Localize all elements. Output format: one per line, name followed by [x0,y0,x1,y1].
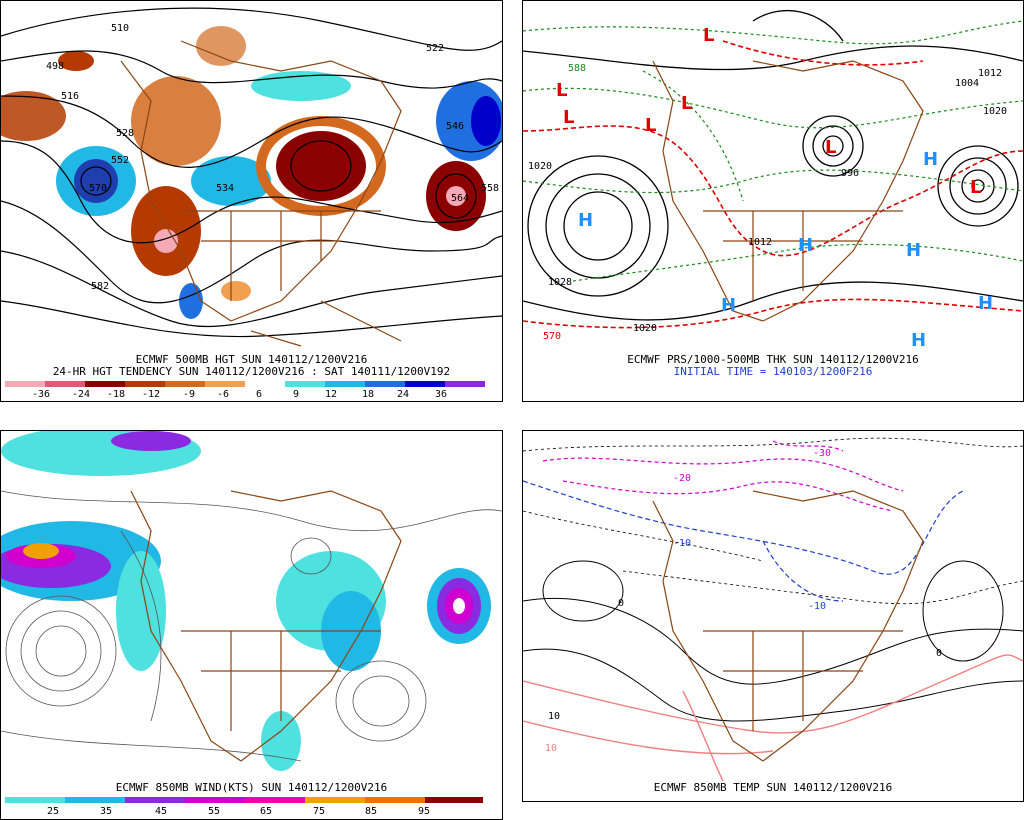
panel-500mb-height: ECMWF 500MB HGT SUN 140112/1200V216 24-H… [0,0,503,402]
tick-label: -6 [216,389,230,400]
high-pressure-marker: H [798,235,813,256]
low-pressure-marker: L [681,93,692,114]
tick-label: -36 [31,389,51,400]
high-pressure-marker: H [978,293,993,314]
thickness-label: 588 [568,63,586,74]
tick-label: -9 [182,389,196,400]
panel-title: ECMWF PRS/1000-500MB THK SUN 140112/1200… [627,353,919,366]
map-pressure: H H H H H H H L L L L L L L 1020 1028 10… [523,9,1023,351]
panel-pressure-thickness: H H H H H H H L L L L L L L 1020 1028 10… [522,0,1024,402]
isotherm-label: -10 [673,538,691,549]
panel-title: ECMWF 850MB TEMP SUN 140112/1200V216 [653,781,893,794]
tick-label: 25 [46,806,60,817]
high-pressure-marker: H [923,149,938,170]
isotherm-label: -20 [673,473,691,484]
isotherm-label: 0 [936,648,942,659]
tendency-colorbar [5,381,485,387]
tick-label: -12 [141,389,161,400]
map-temp: -10 0 10 -10 0 10 -20 -30 [523,437,1023,781]
panel-subtitle: 24-HR HGT TENDENCY SUN 140112/1200V216 :… [52,365,451,378]
isobar-label: 1012 [748,237,772,248]
panel-title: ECMWF 500MB HGT SUN 140112/1200V216 [135,353,368,366]
isobar-label: 1020 [528,161,552,172]
tick-label: 9 [292,389,300,400]
tick-label: 36 [434,389,448,400]
isotherm-label: -10 [808,601,826,612]
isobar-label: 1020 [633,323,657,334]
tick-label: 6 [255,389,263,400]
isotherm-label: 0 [618,598,624,609]
low-pressure-marker: L [825,137,836,158]
tick-label: 12 [324,389,338,400]
initial-time-label: INITIAL TIME = 140103/1200F216 [673,365,873,378]
panel-title: ECMWF 850MB WIND(KTS) SUN 140112/1200V21… [115,781,388,794]
thickness-label: 570 [543,331,561,342]
low-pressure-marker: L [703,25,714,46]
low-pressure-marker: L [970,177,981,198]
tick-label: 55 [207,806,221,817]
isobar-label: 1004 [955,78,979,89]
isobar-label: 1028 [548,277,572,288]
tick-label: 75 [312,806,326,817]
isobar-label: 996 [841,168,859,179]
isotherm-label: -30 [813,448,831,459]
tick-label: 35 [99,806,113,817]
map-500mb [1,1,502,356]
isobar-label: 1020 [983,106,1007,117]
map-wind [1,431,502,771]
isotherm-label: 10 [548,711,560,722]
tick-label: 85 [364,806,378,817]
isobar-label: 1012 [978,68,1002,79]
low-pressure-marker: L [563,107,574,128]
tick-label: 95 [417,806,431,817]
high-pressure-marker: H [721,295,736,316]
tick-label: 65 [259,806,273,817]
tick-label: 18 [361,389,375,400]
tick-label: 24 [396,389,410,400]
low-pressure-marker: L [645,115,656,136]
panel-850mb-wind: ECMWF 850MB WIND(KTS) SUN 140112/1200V21… [0,430,503,820]
tick-label: 45 [154,806,168,817]
isotherm-label: 10 [545,743,557,754]
high-pressure-marker: H [906,240,921,261]
high-pressure-marker: H [911,330,926,351]
low-pressure-marker: L [556,80,567,101]
panel-850mb-temp: -10 0 10 -10 0 10 -20 -30 ECMWF 850MB TE… [522,430,1024,802]
tick-label: -18 [106,389,126,400]
tick-label: -24 [71,389,91,400]
wind-colorbar [5,797,483,803]
high-pressure-marker: H [578,210,593,231]
